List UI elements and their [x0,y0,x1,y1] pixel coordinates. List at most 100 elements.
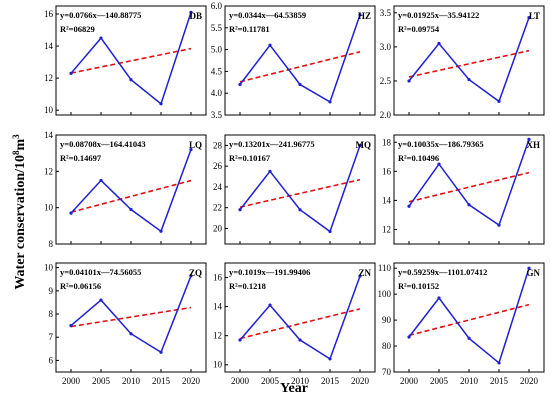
x-tick-label: 2010 [122,376,141,386]
r-squared-label: R²=0.09754 [398,24,440,34]
data-point [159,229,163,233]
trend-line [239,308,361,340]
y-tick-label: 3.0 [380,42,392,52]
y-tick-label: 3.5 [211,110,223,120]
data-point [358,143,362,147]
y-axis-title: Water conservation/108m3 [11,134,28,290]
data-point [268,43,272,47]
data-point [497,99,501,103]
trend-line [70,47,192,74]
x-tick-label: 2020 [351,376,370,386]
y-tick-label: 70 [382,367,392,377]
x-tick-label: 2015 [321,376,340,386]
x-tick-label: 2005 [430,376,449,386]
data-point [407,79,411,83]
y-tick-label: 2.5 [380,76,392,86]
panel-hz: 3.5 4.0 4.5 5.0 5.5 6.0 y=0.0344x—64.53859 R²=0… [211,1,376,120]
data-point [69,211,73,215]
regression-equation: y=0.10035x—186.79365 [398,139,484,149]
data-point [437,162,441,166]
r-squared-label: R²=0.06156 [60,281,101,291]
data-point [328,100,332,104]
r-squared-label: R²=0.14697 [60,153,102,163]
r-squared-label: R²=0.1218 [229,281,266,291]
data-point [497,223,501,227]
y-tick-label: 12 [382,224,391,234]
y-axis-title-sup1: 8 [11,150,21,155]
y-tick-label: 16 [382,166,392,176]
plot-frame [393,134,545,245]
r-squared-label: R²=0.11781 [229,24,270,34]
panel-zq: 6 7 8 9 10 2000 2005 2010 2015 2020 y=0.04101x—74.… [44,262,207,386]
data-point [238,338,242,342]
data-point [298,338,302,342]
r-squared-label: R²=0.10167 [229,153,271,163]
y-axis-title-unit: m [13,139,28,151]
y-tick-label: 5.0 [211,45,223,55]
data-point [69,324,73,328]
trend-line [408,303,530,337]
site-code-label: GN [527,268,541,278]
data-point [129,332,133,336]
y-tick-label: 100 [378,289,392,299]
data-point [467,203,471,207]
regression-equation: y=0.0766x—140.88775 [60,10,141,20]
y-tick-label: 12 [213,331,222,341]
data-point [129,78,133,82]
data-point [527,137,531,141]
trend-line [70,179,192,213]
regression-equation: y=0.13201x—241.96775 [229,139,315,149]
site-code-label: HZ [358,11,371,21]
data-point [238,82,242,87]
x-tick-label: 2020 [520,376,539,386]
trend-line [239,51,361,83]
y-tick-label: 2.0 [380,110,392,120]
y-tick-label: 14 [44,130,54,140]
data-point [189,147,193,152]
y-tick-label: 4.0 [211,88,223,98]
x-tick-label: 2020 [182,376,201,386]
y-tick-label: 7 [49,332,54,342]
y-axis-title-prefix: Water conservation/10 [13,155,28,290]
y-tick-label: 12 [44,73,53,83]
data-point [189,274,193,278]
data-point [407,335,411,339]
y-tick-label: 8 [49,239,54,249]
x-tick-label: 2010 [460,376,479,386]
y-tick-label: 8 [49,309,54,319]
data-point [99,36,103,40]
y-tick-label: 10 [213,360,223,370]
data-point [407,204,411,208]
panel-gn: 70 80 90 100 110 2000 2005 2010 2015 2020 y=0.5925… [378,262,545,386]
site-code-label: LT [529,11,540,21]
site-code-label: XH [527,140,541,150]
data-point [437,296,441,300]
y-tick-label: 16 [213,273,223,283]
regression-equation: y=0.1019x—191.99406 [229,267,310,277]
y-tick-label: 10 [44,263,54,273]
data-point [358,13,362,17]
y-tick-label: 6 [49,355,54,365]
plot-frame [55,134,207,245]
panel-db: 10 12 14 16 y=0.0766x—140.88775 R²=06829 DB [44,5,207,116]
site-code-label: MQ [356,140,372,150]
y-tick-label: 14 [213,302,223,312]
data-point [328,229,332,234]
panel-zn: 10 12 14 16 2000 2005 2010 2015 2020 y=0.1019x—19… [213,262,376,386]
y-tick-label: 6.0 [211,1,223,11]
data-point [467,336,471,340]
y-tick-label: 14 [44,41,54,51]
y-tick-label: 4.5 [211,66,223,76]
data-point [129,207,133,212]
y-tick-label: 3.5 [380,8,392,18]
x-tick-label: 2015 [152,376,171,386]
site-code-label: ZQ [189,268,202,278]
site-code-label: LQ [189,140,202,150]
data-point [437,41,441,46]
trend-line [70,306,192,328]
panel-mq: 20 22 24 26 28 y=0.13201x—241.96775 R²=0.10167… [213,134,376,245]
data-point [159,350,163,354]
regression-equation: y=0.08708x—164.41043 [60,139,146,149]
trend-line [239,178,361,208]
